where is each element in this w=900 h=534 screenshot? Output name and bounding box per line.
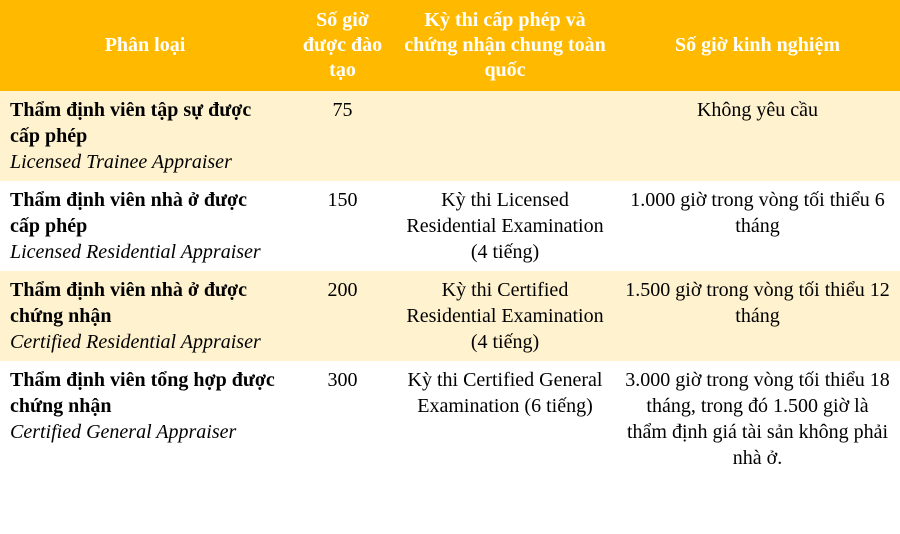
cell-exam bbox=[395, 91, 615, 181]
classification-en: Licensed Trainee Appraiser bbox=[10, 149, 280, 175]
cell-experience: 1.500 giờ trong vòng tối thiểu 12 tháng bbox=[615, 271, 900, 361]
cell-training-hours: 300 bbox=[290, 361, 395, 477]
col-header-exam: Kỳ thi cấp phép và chứng nhận chung toàn… bbox=[395, 0, 615, 91]
cell-classification: Thẩm định viên nhà ở được cấp phép Licen… bbox=[0, 181, 290, 271]
cell-classification: Thẩm định viên nhà ở được chứng nhận Cer… bbox=[0, 271, 290, 361]
appraiser-requirements-table: Phân loại Số giờ được đào tạo Kỳ thi cấp… bbox=[0, 0, 900, 477]
cell-training-hours: 150 bbox=[290, 181, 395, 271]
cell-experience: Không yêu cầu bbox=[615, 91, 900, 181]
classification-vi: Thẩm định viên nhà ở được cấp phép bbox=[10, 187, 280, 239]
classification-en: Certified Residential Appraiser bbox=[10, 329, 280, 355]
classification-vi: Thẩm định viên nhà ở được chứng nhận bbox=[10, 277, 280, 329]
cell-experience: 1.000 giờ trong vòng tối thiểu 6 tháng bbox=[615, 181, 900, 271]
table-row: Thẩm định viên nhà ở được chứng nhận Cer… bbox=[0, 271, 900, 361]
cell-exam: Kỳ thi Certified Residential Examination… bbox=[395, 271, 615, 361]
table-row: Thẩm định viên tổng hợp được chứng nhận … bbox=[0, 361, 900, 477]
cell-classification: Thẩm định viên tổng hợp được chứng nhận … bbox=[0, 361, 290, 477]
classification-vi: Thẩm định viên tổng hợp được chứng nhận bbox=[10, 367, 280, 419]
col-header-training-hours: Số giờ được đào tạo bbox=[290, 0, 395, 91]
table-row: Thẩm định viên nhà ở được cấp phép Licen… bbox=[0, 181, 900, 271]
col-header-experience: Số giờ kinh nghiệm bbox=[615, 0, 900, 91]
classification-en: Licensed Residential Appraiser bbox=[10, 239, 280, 265]
cell-training-hours: 200 bbox=[290, 271, 395, 361]
table-header-row: Phân loại Số giờ được đào tạo Kỳ thi cấp… bbox=[0, 0, 900, 91]
classification-en: Certified General Appraiser bbox=[10, 419, 280, 445]
cell-experience: 3.000 giờ trong vòng tối thiểu 18 tháng,… bbox=[615, 361, 900, 477]
col-header-classification: Phân loại bbox=[0, 0, 290, 91]
cell-training-hours: 75 bbox=[290, 91, 395, 181]
cell-exam: Kỳ thi Licensed Residential Examination … bbox=[395, 181, 615, 271]
cell-exam: Kỳ thi Certified General Examination (6 … bbox=[395, 361, 615, 477]
classification-vi: Thẩm định viên tập sự được cấp phép bbox=[10, 97, 280, 149]
table-row: Thẩm định viên tập sự được cấp phép Lice… bbox=[0, 91, 900, 181]
cell-classification: Thẩm định viên tập sự được cấp phép Lice… bbox=[0, 91, 290, 181]
